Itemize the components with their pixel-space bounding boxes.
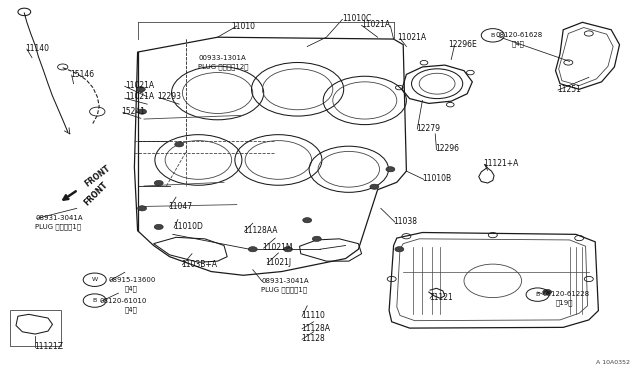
Text: 11010: 11010 xyxy=(231,22,255,31)
Circle shape xyxy=(138,206,147,211)
Text: B: B xyxy=(491,33,495,38)
Text: B: B xyxy=(536,292,540,297)
Text: （4）: （4） xyxy=(125,306,138,313)
Text: 11110: 11110 xyxy=(301,311,324,320)
Text: 15241: 15241 xyxy=(122,107,146,116)
Circle shape xyxy=(248,247,257,252)
Text: FRONT: FRONT xyxy=(82,180,109,207)
Text: 11121: 11121 xyxy=(429,293,452,302)
Text: 11251: 11251 xyxy=(557,85,580,94)
Text: 08120-61228: 08120-61228 xyxy=(543,291,590,297)
Circle shape xyxy=(175,142,184,147)
Text: （19）: （19） xyxy=(556,299,573,306)
Circle shape xyxy=(370,184,379,189)
Text: 11128A: 11128A xyxy=(301,324,330,333)
Text: 08120-61628: 08120-61628 xyxy=(496,32,543,38)
Text: 08931-3041A: 08931-3041A xyxy=(35,215,83,221)
Text: A 10A0352: A 10A0352 xyxy=(596,360,630,365)
Circle shape xyxy=(136,87,145,92)
Text: 11121Z: 11121Z xyxy=(34,342,63,351)
Text: 11121+A: 11121+A xyxy=(483,159,518,168)
Text: 11140: 11140 xyxy=(26,44,50,53)
Text: PLUG プラグ（1）: PLUG プラグ（1） xyxy=(35,224,81,230)
Text: 11128AA: 11128AA xyxy=(243,226,278,235)
Text: FRONT: FRONT xyxy=(83,164,112,189)
Text: 11038: 11038 xyxy=(394,217,418,226)
Text: 11010B: 11010B xyxy=(422,174,452,183)
Circle shape xyxy=(303,218,312,223)
Text: 11010C: 11010C xyxy=(342,14,372,23)
Text: 08915-13600: 08915-13600 xyxy=(109,277,156,283)
Text: 11021A: 11021A xyxy=(362,20,391,29)
Text: PLUG プラグ（12）: PLUG プラグ（12） xyxy=(198,64,249,70)
Text: 12296E: 12296E xyxy=(448,40,477,49)
Circle shape xyxy=(138,109,147,114)
Text: 11021A: 11021A xyxy=(397,33,426,42)
Circle shape xyxy=(154,224,163,230)
Text: 08931-3041A: 08931-3041A xyxy=(261,278,308,284)
Text: 11021A: 11021A xyxy=(125,81,154,90)
Text: 11128: 11128 xyxy=(301,334,324,343)
Circle shape xyxy=(154,180,163,186)
Text: （4）: （4） xyxy=(512,41,525,47)
Text: B: B xyxy=(93,298,97,303)
Text: 08120-61010: 08120-61010 xyxy=(99,298,147,304)
Text: W: W xyxy=(92,277,98,282)
Text: 11010D: 11010D xyxy=(173,222,203,231)
Circle shape xyxy=(543,289,552,295)
Text: 1103B+A: 1103B+A xyxy=(181,260,217,269)
Text: 12296: 12296 xyxy=(435,144,460,153)
Text: 11021M: 11021M xyxy=(262,243,293,252)
Text: PLUG プラグ（1）: PLUG プラグ（1） xyxy=(261,286,307,293)
Text: 12279: 12279 xyxy=(416,124,440,133)
Circle shape xyxy=(312,236,321,241)
Text: 12293: 12293 xyxy=(157,92,181,101)
Circle shape xyxy=(395,247,404,252)
Text: 11021J: 11021J xyxy=(266,258,292,267)
Circle shape xyxy=(386,167,395,172)
Text: 15146: 15146 xyxy=(70,70,95,79)
Text: 11021A: 11021A xyxy=(125,92,154,101)
Text: （4）: （4） xyxy=(125,285,138,292)
Circle shape xyxy=(284,247,292,252)
Text: 00933-1301A: 00933-1301A xyxy=(198,55,246,61)
Text: 11047: 11047 xyxy=(168,202,193,211)
